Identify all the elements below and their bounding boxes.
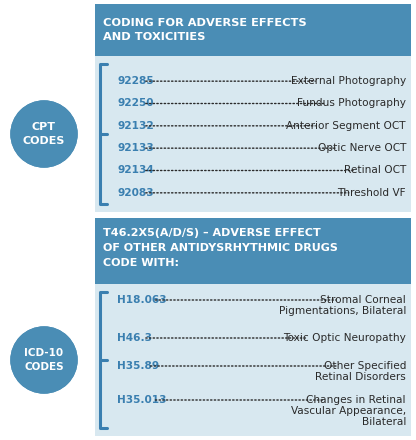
FancyBboxPatch shape <box>95 56 411 212</box>
Text: Vascular Appearance,: Vascular Appearance, <box>291 406 406 416</box>
Text: H35.89: H35.89 <box>117 361 159 371</box>
FancyBboxPatch shape <box>95 4 411 56</box>
Text: Threshold VF: Threshold VF <box>337 188 406 198</box>
Text: 92132: 92132 <box>117 121 154 131</box>
Text: Fundus Photography: Fundus Photography <box>297 99 406 109</box>
Text: External Photography: External Photography <box>291 76 406 86</box>
Text: ICD-10
CODES: ICD-10 CODES <box>24 348 64 372</box>
Text: Other Specified: Other Specified <box>324 361 406 371</box>
Circle shape <box>11 327 77 393</box>
Circle shape <box>11 101 77 167</box>
Text: Changes in Retinal: Changes in Retinal <box>307 395 406 405</box>
Text: Optic Nerve OCT: Optic Nerve OCT <box>318 143 406 153</box>
Text: CODE WITH:: CODE WITH: <box>103 258 179 268</box>
FancyBboxPatch shape <box>95 284 411 436</box>
Text: 92133: 92133 <box>117 143 154 153</box>
Text: T46.2X5(A/D/S) – ADVERSE EFFECT: T46.2X5(A/D/S) – ADVERSE EFFECT <box>103 228 321 238</box>
Text: CPT
CODES: CPT CODES <box>23 122 65 146</box>
Text: Retinal OCT: Retinal OCT <box>344 165 406 176</box>
Text: H18.063: H18.063 <box>117 295 167 305</box>
Text: Anterior Segment OCT: Anterior Segment OCT <box>287 121 406 131</box>
Text: Stromal Corneal: Stromal Corneal <box>320 295 406 305</box>
FancyBboxPatch shape <box>0 0 95 440</box>
Circle shape <box>11 101 77 167</box>
Text: Pigmentations, Bilateral: Pigmentations, Bilateral <box>279 306 406 316</box>
Circle shape <box>11 327 77 393</box>
Text: Retinal Disorders: Retinal Disorders <box>315 372 406 382</box>
Text: Toxic Optic Neuropathy: Toxic Optic Neuropathy <box>283 333 406 343</box>
Text: 92083: 92083 <box>117 188 154 198</box>
Text: OF OTHER ANTIDYSRHYTHMIC DRUGS: OF OTHER ANTIDYSRHYTHMIC DRUGS <box>103 243 338 253</box>
Text: Bilateral: Bilateral <box>362 417 406 427</box>
Text: H46.3: H46.3 <box>117 333 152 343</box>
Text: AND TOXICITIES: AND TOXICITIES <box>103 32 206 42</box>
Text: CPT
CODES: CPT CODES <box>23 122 65 146</box>
Text: H35.013: H35.013 <box>117 395 166 405</box>
FancyBboxPatch shape <box>95 218 411 284</box>
Text: ICD-10
CODES: ICD-10 CODES <box>24 348 64 372</box>
Text: 92134: 92134 <box>117 165 154 176</box>
Text: CODING FOR ADVERSE EFFECTS: CODING FOR ADVERSE EFFECTS <box>103 18 307 28</box>
Text: 92285: 92285 <box>117 76 154 86</box>
Text: 92250: 92250 <box>117 99 154 109</box>
